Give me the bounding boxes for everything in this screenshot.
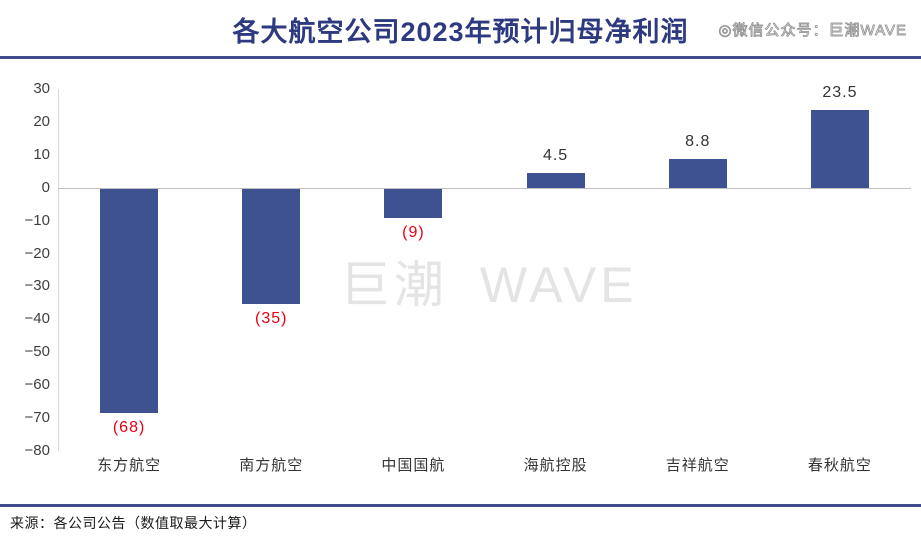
y-tick-label: −10 <box>24 211 50 229</box>
bottom-divider-line <box>0 504 921 507</box>
chart-bar <box>526 172 585 188</box>
y-tick-label: −30 <box>24 277 50 295</box>
wechat-account-watermark: ◎微信公众号：巨潮WAVE <box>718 22 907 40</box>
y-tick-label: −70 <box>24 409 50 427</box>
x-axis-label: 春秋航空 <box>807 457 872 474</box>
top-divider-line <box>0 56 921 59</box>
bar-value-label: (9) <box>402 224 425 242</box>
x-axis-label: 南方航空 <box>239 457 304 474</box>
y-tick-label: −40 <box>24 310 50 328</box>
chart-bar <box>100 188 159 413</box>
chart-bar <box>810 110 869 188</box>
x-axis-label: 中国国航 <box>381 457 446 474</box>
y-tick-label: −60 <box>24 376 50 394</box>
y-tick-label: 10 <box>33 145 50 163</box>
x-axis-label: 吉祥航空 <box>665 457 730 474</box>
bar-value-label: 4.5 <box>542 146 569 164</box>
y-tick-label: 30 <box>33 80 50 97</box>
x-axis-label: 东方航空 <box>97 457 162 474</box>
y-tick-label: −50 <box>24 343 50 361</box>
y-tick-label: 0 <box>41 178 50 196</box>
source-note: 来源：各公司公告（数值取最大计算） <box>10 515 257 531</box>
chart-bar <box>384 188 443 219</box>
x-axis-label: 海航控股 <box>523 457 588 474</box>
bar-value-label: (35) <box>255 309 288 327</box>
bar-value-label: 8.8 <box>685 132 711 150</box>
y-tick-label: −20 <box>24 244 50 262</box>
chart-bar <box>242 188 301 304</box>
zero-baseline <box>58 188 911 189</box>
y-tick-label: 20 <box>33 112 50 130</box>
y-tick-label: −80 <box>24 442 50 459</box>
chart-bar <box>668 158 727 188</box>
bar-value-label: (68) <box>112 418 146 436</box>
y-axis-line <box>58 89 59 451</box>
chart-title: 各大航空公司2023年预计归母净利润 <box>232 17 689 47</box>
bar-value-label: 23.5 <box>822 84 858 102</box>
center-brand-watermark: 巨潮 WAVE <box>340 257 638 313</box>
